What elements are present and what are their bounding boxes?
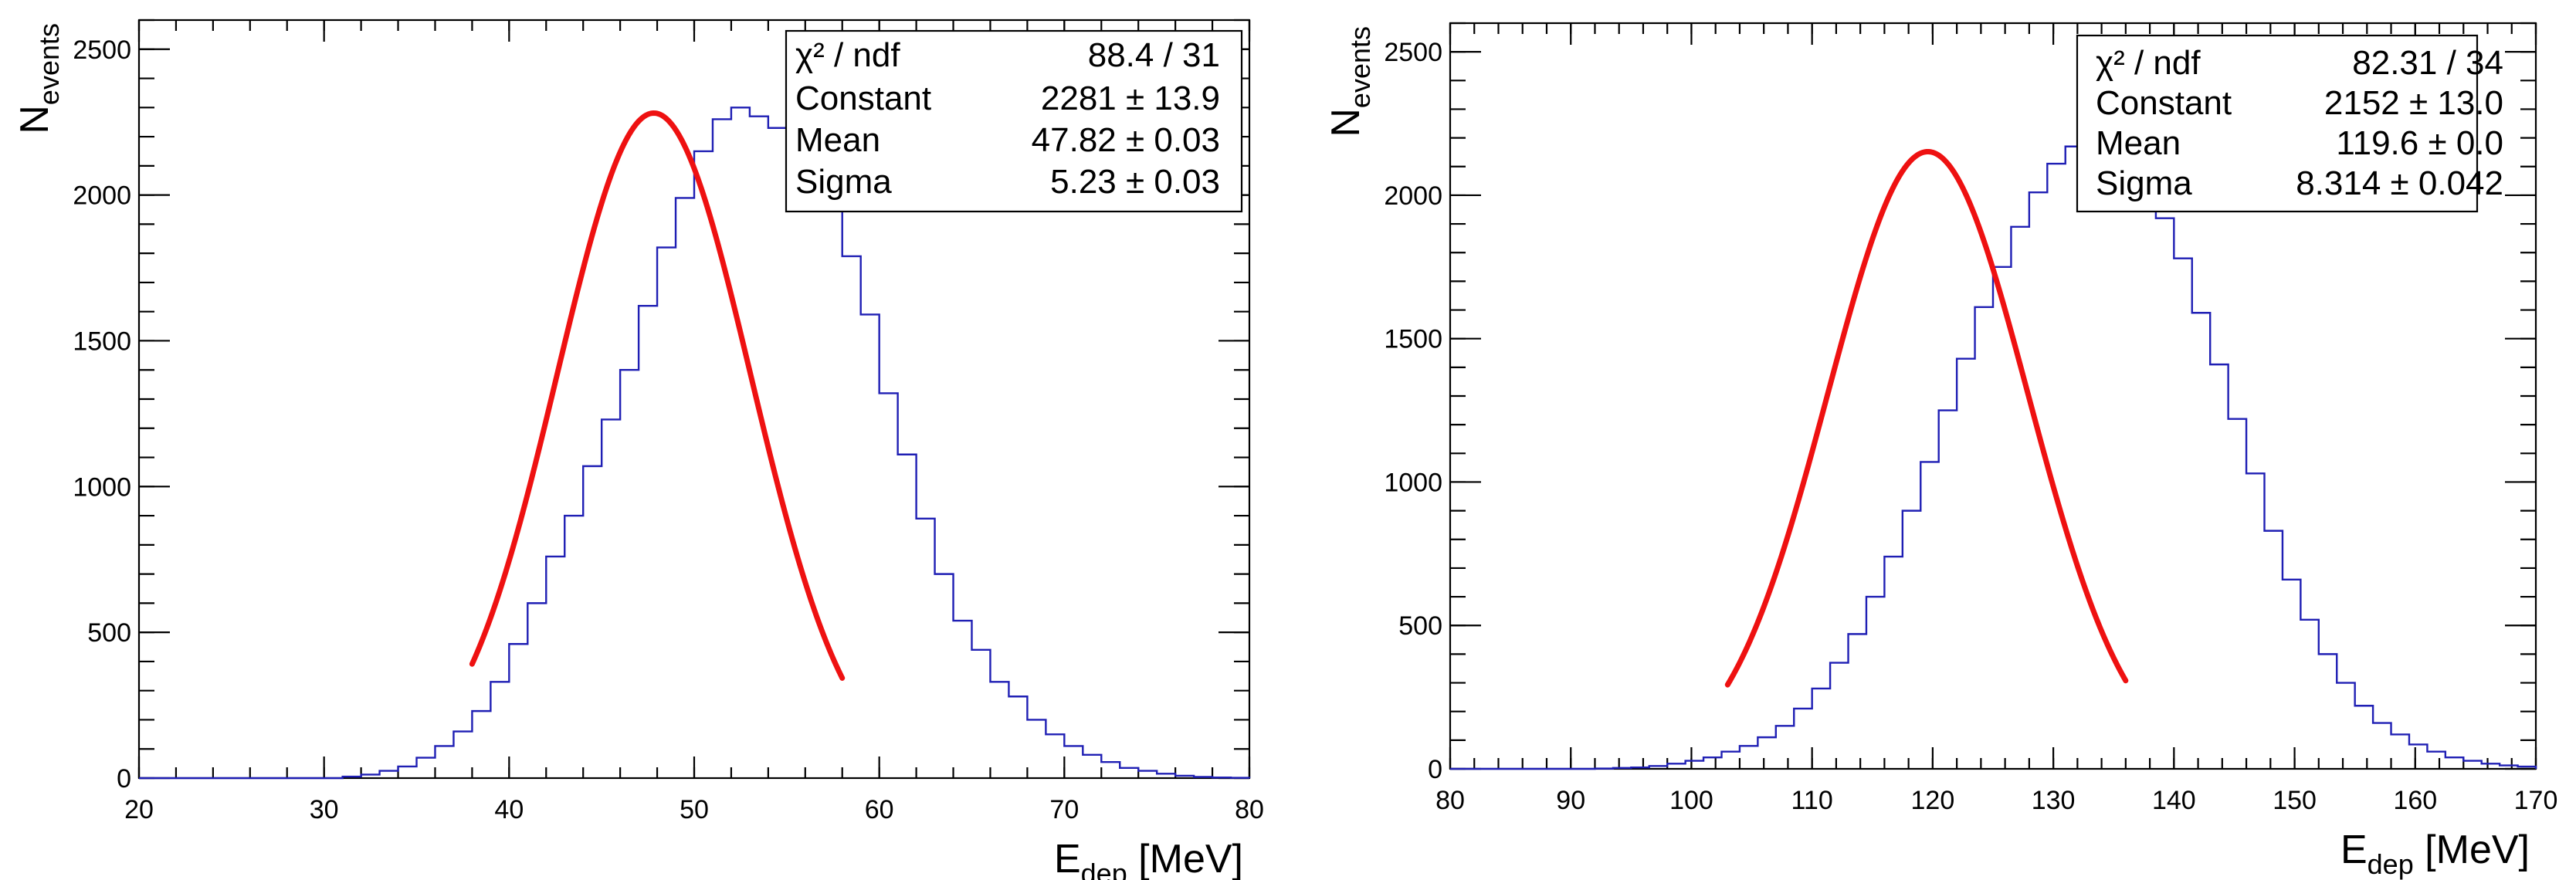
x-tick-label: 150 — [2273, 786, 2317, 815]
fit-stat-label: χ² / ndf — [2096, 44, 2201, 82]
fit-stat-value: 2152 ± 13.0 — [2324, 84, 2503, 122]
fit-stat-value: 82.31 / 34 — [2352, 44, 2503, 82]
y-tick-label: 500 — [87, 618, 131, 648]
fit-stats-frame — [785, 29, 1243, 213]
x-tick-label: 40 — [494, 795, 524, 824]
x-tick-label: 70 — [1049, 795, 1079, 824]
x-axis-title-sub: dep — [1081, 858, 1127, 880]
y-axis-title-sub: events — [33, 23, 65, 105]
x-tick-label: 80 — [1235, 795, 1264, 824]
x-axis-title-unit: [MeV] — [1127, 837, 1243, 880]
x-axis-title: Edep [MeV] — [2340, 828, 2530, 880]
fit-stat-value: 47.82 ± 0.03 — [1032, 121, 1220, 159]
y-tick-label: 1500 — [73, 327, 131, 356]
y-tick-label: 2500 — [73, 36, 131, 65]
y-axis-title-sub: events — [1344, 26, 1376, 108]
x-tick-label: 170 — [2514, 786, 2558, 815]
x-axis-title-main: E — [2340, 828, 2368, 872]
fit-stat-label: Constant — [795, 80, 931, 117]
fit-stats-box: χ² / ndf 88.4 / 31 Constant 2281 ± 13.9 Mean… — [785, 29, 1243, 213]
y-tick-label: 2000 — [73, 181, 131, 211]
fit-stat-value: 8.314 ± 0.042 — [2296, 164, 2503, 202]
x-tick-label: 140 — [2152, 786, 2196, 815]
x-tick-label: 160 — [2393, 786, 2437, 815]
y-tick-label: 1000 — [73, 472, 131, 502]
x-tick-label: 120 — [1911, 786, 1955, 815]
x-tick-label: 80 — [1435, 786, 1465, 815]
fit-stat-label: Sigma — [2096, 164, 2192, 202]
x-axis-title: Edep [MeV] — [1054, 837, 1243, 880]
x-axis-title-main: E — [1054, 837, 1081, 880]
fit-stat-value: 5.23 ± 0.03 — [1050, 163, 1220, 201]
y-tick-label: 2500 — [1384, 38, 1442, 67]
x-tick-label: 130 — [2032, 786, 2076, 815]
y-tick-label: 2000 — [1384, 181, 1442, 211]
histogram-series — [139, 107, 1251, 780]
x-tick-label: 20 — [124, 795, 154, 824]
histogram-series — [1450, 145, 2537, 770]
fit-stats-frame — [2076, 34, 2479, 213]
y-axis-title-main: N — [12, 105, 57, 134]
x-tick-label: 30 — [310, 795, 339, 824]
x-tick-label: 90 — [1556, 786, 1585, 815]
y-axis-title: Nevents — [12, 23, 65, 134]
y-tick-label: 500 — [1398, 611, 1442, 641]
fit-stat-label: Mean — [795, 121, 880, 159]
x-tick-label: 100 — [1669, 786, 1713, 815]
fit-stat-value: 88.4 / 31 — [1088, 36, 1220, 74]
x-tick-label: 60 — [865, 795, 894, 824]
gaussian-fit-curve — [1724, 148, 2129, 688]
fit-stat-label: Sigma — [795, 163, 892, 201]
left-histogram-panel: 20 30 40 50 60 70 80 0 500 1000 1500 2000 2500 Edep [… — [12, 19, 1264, 880]
x-axis-title-sub: dep — [2368, 848, 2414, 880]
x-tick-label: 50 — [680, 795, 709, 824]
y-tick-label: 0 — [1428, 755, 1442, 784]
fit-stat-label: Constant — [2096, 84, 2232, 122]
fit-stat-label: χ² / ndf — [795, 36, 900, 74]
right-histogram-panel: 80 90 100 110 120 130 140 150 160 170 0 500 1000 1500… — [1324, 22, 2558, 880]
fit-stats-box: χ² / ndf 82.31 / 34 Constant 2152 ± 13.0 Mea… — [2076, 34, 2503, 213]
y-tick-label: 0 — [117, 764, 131, 794]
y-axis-title: Nevents — [1324, 26, 1376, 137]
x-tick-label: 110 — [1791, 786, 1833, 815]
x-axis-title-unit: [MeV] — [2414, 828, 2530, 872]
fit-stat-value: 2281 ± 13.9 — [1041, 80, 1220, 117]
y-tick-label: 1000 — [1384, 468, 1442, 497]
y-tick-label: 1500 — [1384, 325, 1442, 354]
gaussian-fit-curve — [469, 110, 846, 681]
fit-stat-value: 119.6 ± 0.0 — [2336, 124, 2503, 162]
fit-stat-label: Mean — [2096, 124, 2181, 162]
y-axis-title-main: N — [1324, 108, 1368, 137]
